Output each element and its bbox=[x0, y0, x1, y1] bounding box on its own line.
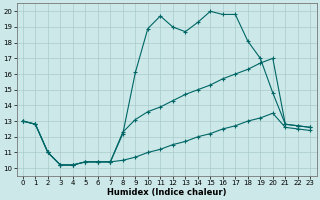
X-axis label: Humidex (Indice chaleur): Humidex (Indice chaleur) bbox=[107, 188, 226, 197]
